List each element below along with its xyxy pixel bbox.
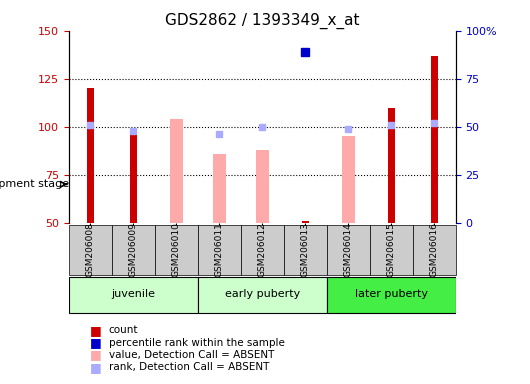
Text: GSM206013: GSM206013 <box>301 222 310 277</box>
Bar <box>170 119 183 223</box>
FancyBboxPatch shape <box>198 276 327 313</box>
Bar <box>387 108 395 223</box>
Text: value, Detection Call = ABSENT: value, Detection Call = ABSENT <box>109 350 274 360</box>
Text: ■: ■ <box>90 361 102 374</box>
Bar <box>213 154 226 223</box>
Text: ■: ■ <box>90 324 102 337</box>
Text: GSM206009: GSM206009 <box>129 222 138 277</box>
Text: juvenile: juvenile <box>111 289 155 299</box>
Title: GDS2862 / 1393349_x_at: GDS2862 / 1393349_x_at <box>165 13 359 29</box>
Text: percentile rank within the sample: percentile rank within the sample <box>109 338 285 348</box>
FancyBboxPatch shape <box>155 225 198 275</box>
Text: development stage: development stage <box>0 179 69 189</box>
Bar <box>342 136 355 223</box>
FancyBboxPatch shape <box>69 276 198 313</box>
FancyBboxPatch shape <box>413 225 456 275</box>
Bar <box>86 88 94 223</box>
Text: GSM206011: GSM206011 <box>215 222 224 277</box>
Text: later puberty: later puberty <box>355 289 428 299</box>
Bar <box>256 150 269 223</box>
Bar <box>302 221 309 223</box>
Text: rank, Detection Call = ABSENT: rank, Detection Call = ABSENT <box>109 362 269 372</box>
Text: GSM206012: GSM206012 <box>258 222 267 277</box>
Text: count: count <box>109 325 138 335</box>
Text: GSM206014: GSM206014 <box>344 222 353 277</box>
FancyBboxPatch shape <box>112 225 155 275</box>
Bar <box>430 56 438 223</box>
FancyBboxPatch shape <box>370 225 413 275</box>
FancyBboxPatch shape <box>327 276 456 313</box>
FancyBboxPatch shape <box>69 225 112 275</box>
FancyBboxPatch shape <box>241 225 284 275</box>
Text: GSM206010: GSM206010 <box>172 222 181 277</box>
Text: GSM206016: GSM206016 <box>430 222 439 277</box>
Bar <box>130 131 137 223</box>
Text: GSM206015: GSM206015 <box>387 222 396 277</box>
Text: ■: ■ <box>90 336 102 349</box>
Text: early puberty: early puberty <box>225 289 300 299</box>
Text: GSM206008: GSM206008 <box>86 222 95 277</box>
FancyBboxPatch shape <box>198 225 241 275</box>
Text: ■: ■ <box>90 348 102 361</box>
FancyBboxPatch shape <box>284 225 327 275</box>
FancyBboxPatch shape <box>327 225 370 275</box>
